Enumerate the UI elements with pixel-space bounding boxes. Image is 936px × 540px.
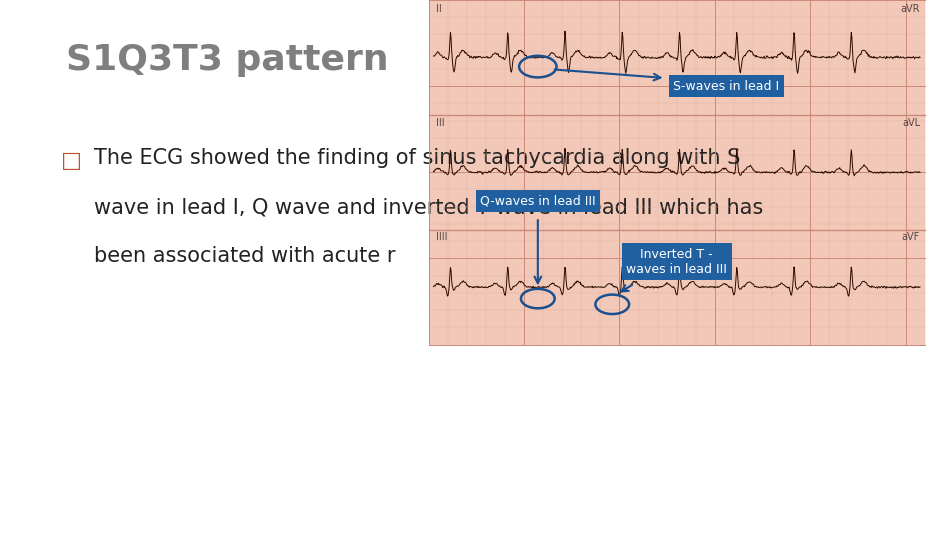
Text: aVR: aVR: [900, 4, 920, 15]
Text: III: III: [436, 118, 445, 127]
Text: S-waves in lead I: S-waves in lead I: [673, 79, 780, 93]
Text: The ECG showed the finding of sinus tachycardia along with S: The ECG showed the finding of sinus tach…: [94, 148, 740, 168]
Text: S1Q3T3 pattern: S1Q3T3 pattern: [66, 43, 388, 77]
Text: aVL: aVL: [902, 118, 920, 127]
Text: □: □: [61, 151, 81, 171]
Text: wave in lead I, Q wave and inverted T wave in lead III which has: wave in lead I, Q wave and inverted T wa…: [94, 197, 763, 217]
Text: II: II: [436, 4, 442, 15]
Text: been associated with acute r: been associated with acute r: [94, 246, 395, 266]
FancyBboxPatch shape: [429, 0, 925, 345]
Text: Inverted T -
waves in lead III: Inverted T - waves in lead III: [626, 248, 727, 276]
Text: aVF: aVF: [902, 232, 920, 242]
Text: IIII: IIII: [436, 232, 447, 242]
Text: Q-waves in lead III: Q-waves in lead III: [480, 194, 595, 207]
